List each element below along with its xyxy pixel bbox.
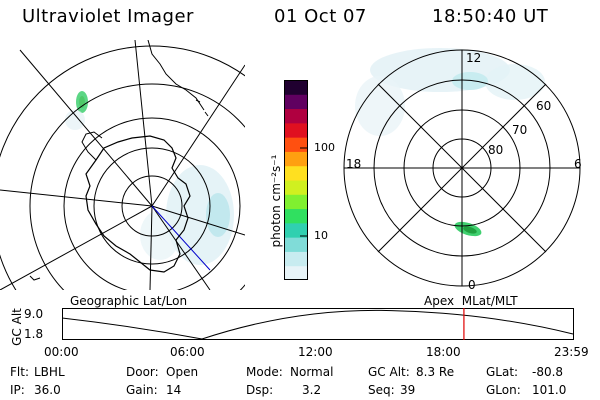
status-dsp-label: Dsp: xyxy=(246,383,274,397)
altitude-curve xyxy=(62,309,574,340)
mlat-label-60: 60 xyxy=(536,99,551,113)
colorbar-band xyxy=(284,237,308,252)
colorbar-band xyxy=(284,194,308,210)
magnetic-caption: Apex MLat/MLT xyxy=(424,294,518,308)
colorbar-tick-100: 100 xyxy=(314,141,335,154)
status-ip-value: 36.0 xyxy=(34,383,61,397)
status-glon-value: 101.0 xyxy=(532,383,567,397)
colorbar-band xyxy=(284,137,308,152)
status-door-label: Door: xyxy=(126,365,159,379)
geographic-caption: Geographic Lat/Lon xyxy=(70,294,188,308)
status-mode-label: Mode: xyxy=(246,365,283,379)
terminator-line xyxy=(151,205,211,271)
status-gain-label: Gain: xyxy=(126,383,158,397)
colorbar-band xyxy=(284,122,308,138)
altitude-ytick-bottom: 1.8 xyxy=(24,327,44,341)
altitude-xtick-0: 00:00 xyxy=(44,345,79,359)
status-mode-value: Normal xyxy=(290,365,334,379)
longitude-grid xyxy=(0,40,245,290)
colorbar-band xyxy=(284,265,308,280)
colorbar-band xyxy=(284,251,308,267)
colorbar-band xyxy=(284,108,308,124)
colorbar-band xyxy=(284,180,308,195)
colorbar-band xyxy=(284,94,308,110)
coastline-peninsula xyxy=(81,131,103,161)
mlat-label-70: 70 xyxy=(512,123,527,137)
colorbar-band xyxy=(284,208,308,224)
status-door-value: Open xyxy=(166,365,199,379)
altitude-xtick-1: 06:00 xyxy=(170,345,205,359)
colorbar-band xyxy=(284,80,308,95)
instrument-title: Ultraviolet Imager xyxy=(22,6,194,27)
mlat-label-80: 80 xyxy=(488,143,503,157)
mlt-grid xyxy=(344,50,580,286)
mlt-label-18: 18 xyxy=(346,157,361,171)
altitude-ytick-top: 9.0 xyxy=(24,307,44,321)
coastline-islands xyxy=(29,99,209,281)
altitude-plot xyxy=(62,308,574,340)
coastline-south-america xyxy=(147,40,205,111)
colorbar-unit-label: photon cm⁻²s⁻¹ xyxy=(269,154,283,248)
geographic-image-panel xyxy=(0,40,245,290)
date-label: 01 Oct 07 xyxy=(274,6,367,27)
status-alt-value: 8.3 Re xyxy=(416,365,455,379)
status-filter-value: LBHL xyxy=(34,365,65,379)
status-dsp-value: 3.2 xyxy=(302,383,322,397)
mlt-label-6: 6 xyxy=(574,157,582,171)
colorbar-band xyxy=(284,151,308,167)
aurora-emission-right xyxy=(355,48,545,237)
altitude-xtick-2: 12:00 xyxy=(298,345,333,359)
colorbar xyxy=(284,80,308,280)
time-label: 18:50:40 UT xyxy=(432,6,549,27)
colorbar-tick-10: 10 xyxy=(314,229,328,242)
status-glat-label: GLat: xyxy=(486,365,519,379)
status-alt-label: GC Alt: xyxy=(368,365,410,379)
latitude-grid xyxy=(0,45,245,290)
altitude-xtick-4: 23:59 xyxy=(554,345,589,359)
status-filter-label: Flt: xyxy=(10,365,29,379)
status-seq-label: Seq: xyxy=(368,383,395,397)
status-ip-label: IP: xyxy=(10,383,25,397)
altitude-ylabel: GC Alt xyxy=(10,308,24,346)
status-glon-label: GLon: xyxy=(486,383,521,397)
coastline-antarctica xyxy=(85,135,191,273)
status-glat-value: -80.8 xyxy=(532,365,564,379)
status-gain-value: 14 xyxy=(166,383,182,397)
colorbar-band xyxy=(284,222,308,238)
colorbar-band xyxy=(284,165,308,181)
mlt-label-0: 0 xyxy=(468,278,476,292)
status-seq-value: 39 xyxy=(400,383,416,397)
mlat-mlt-panel: 12 18 6 0 60 70 80 xyxy=(343,48,582,292)
altitude-xtick-3: 18:00 xyxy=(426,345,461,359)
mlt-label-12: 12 xyxy=(466,51,481,65)
